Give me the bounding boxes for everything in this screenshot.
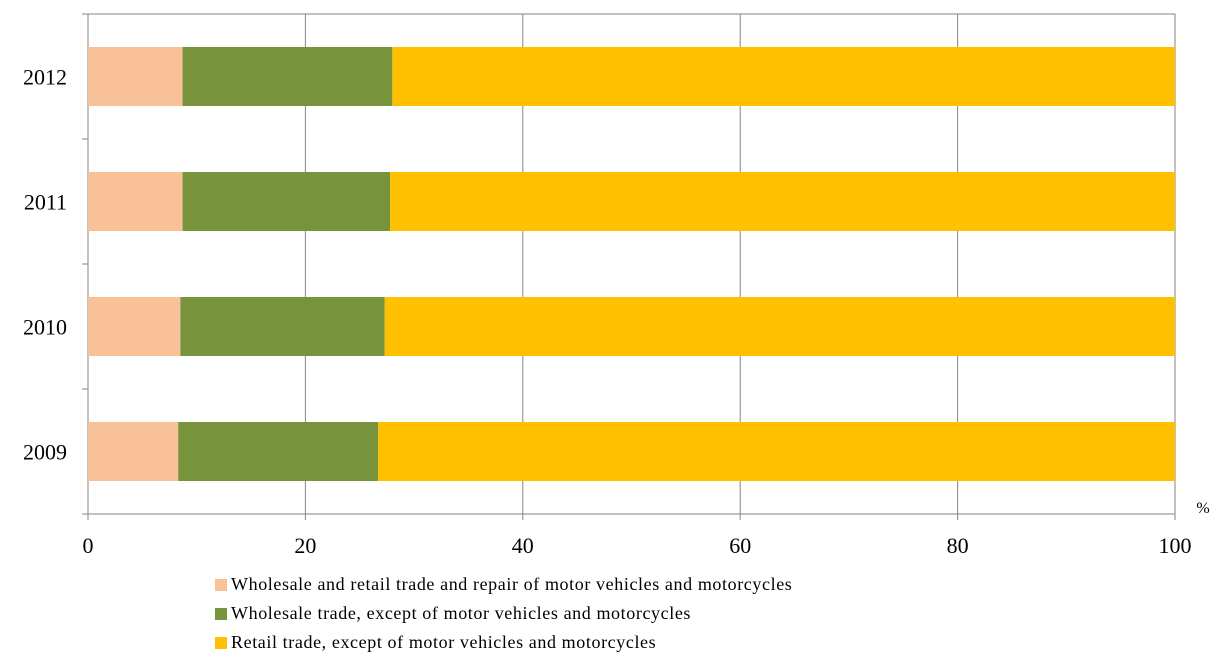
legend-label: Retail trade, except of motor vehicles a…: [231, 632, 657, 652]
bar-segment-2012-series-2: [182, 47, 393, 106]
legend-item: Wholesale trade, except of motor vehicle…: [215, 599, 792, 628]
bar-segment-2011-series-1: [88, 172, 183, 231]
x-tick-label: 20: [294, 533, 316, 558]
bar-segment-2012-series-3: [392, 47, 1175, 106]
bar-segment-2010-series-1: [88, 297, 181, 356]
category-label-2012: 2012: [23, 65, 67, 90]
bar-segment-2011-series-3: [390, 172, 1175, 231]
bars: [88, 47, 1176, 481]
legend-swatch-series-3: [215, 636, 227, 649]
bar-segment-2009-series-2: [178, 422, 379, 481]
x-tick-label: 80: [947, 533, 969, 558]
x-tick-labels: 0 20 40 60 80 100: [83, 533, 1192, 558]
x-tick-label: 60: [729, 533, 751, 558]
bar-segment-2010-series-2: [180, 297, 385, 356]
stacked-bar-chart: 2009 2010 2011 2012 0 20 40 60 80 100 %: [23, 13, 1210, 558]
category-label-2010: 2010: [23, 315, 67, 340]
bar-segment-2009-series-3: [378, 422, 1175, 481]
legend-item: Wholesale and retail trade and repair of…: [215, 570, 792, 599]
x-tick-label: 0: [83, 533, 94, 558]
category-label-2009: 2009: [23, 440, 67, 465]
legend-label: Wholesale and retail trade and repair of…: [231, 574, 793, 594]
x-tick-label: 100: [1159, 533, 1192, 558]
legend-label: Wholesale trade, except of motor vehicle…: [231, 603, 692, 623]
x-unit-label: %: [1196, 500, 1209, 517]
bar-segment-2011-series-2: [182, 172, 391, 231]
legend: Wholesale and retail trade and repair of…: [215, 570, 792, 657]
legend-swatch-series-1: [215, 578, 227, 591]
bar-segment-2009-series-1: [88, 422, 179, 481]
x-tick-label: 40: [512, 533, 534, 558]
legend-item: Retail trade, except of motor vehicles a…: [215, 628, 792, 657]
bar-segment-2010-series-3: [384, 297, 1176, 356]
legend-swatch-series-2: [215, 607, 227, 620]
category-label-2011: 2011: [24, 190, 67, 215]
bar-segment-2012-series-1: [88, 47, 183, 106]
category-labels: 2009 2010 2011 2012: [23, 65, 67, 465]
